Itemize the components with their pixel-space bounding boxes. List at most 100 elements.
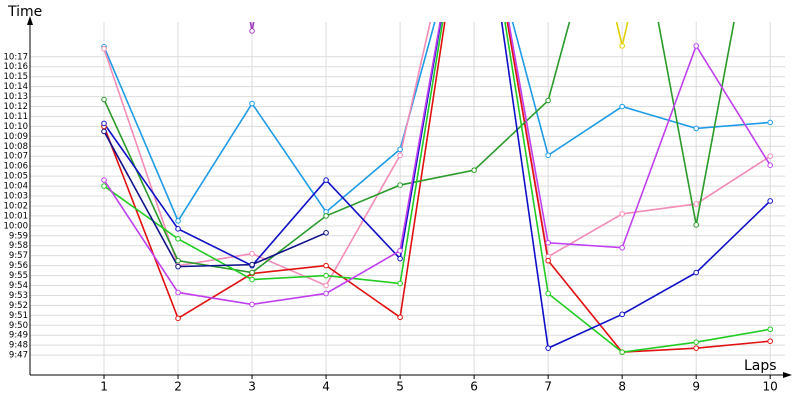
y-tick-label: 10:03 (4, 192, 29, 202)
y-tick-label: 9:58 (9, 241, 28, 251)
point (693, 269, 699, 276)
series-line (103, 130, 327, 268)
y-tick-label: 9:47 (9, 351, 28, 361)
point (767, 198, 773, 204)
y-tick-label: 9:59 (9, 231, 28, 241)
point (175, 257, 181, 264)
x-tick-label: 10 (763, 380, 778, 394)
point (693, 339, 699, 345)
x-tick-label: 3 (248, 380, 256, 394)
point (397, 182, 403, 188)
x-tick-label: 9 (692, 380, 700, 394)
point (175, 263, 181, 270)
point (619, 311, 625, 318)
y-tick-label: 9:48 (9, 341, 28, 351)
x-tick-label: 7 (544, 380, 552, 394)
point (323, 177, 329, 183)
point (693, 43, 699, 49)
series-line (103, 22, 771, 306)
point (101, 96, 107, 103)
y-tick-label: 10:12 (4, 102, 29, 112)
grid (30, 22, 785, 375)
point (767, 338, 773, 344)
point (323, 272, 329, 279)
y-tick-label: 9:51 (9, 311, 28, 321)
point (545, 345, 551, 351)
x-axis-title: Laps (744, 358, 777, 374)
point (767, 162, 773, 168)
point (101, 183, 107, 189)
y-tick-label: 10:07 (4, 152, 29, 162)
x-tick-label: 8 (618, 380, 626, 394)
point (397, 146, 403, 153)
y-tick-label: 9:53 (9, 291, 28, 301)
point (175, 226, 181, 232)
y-tick-label: 10:15 (4, 72, 29, 82)
point (175, 235, 181, 242)
y-tick-label: 10:17 (4, 52, 29, 62)
point (619, 103, 625, 110)
point (397, 314, 403, 321)
point (101, 128, 107, 135)
y-tick-label: 9:52 (9, 301, 28, 311)
y-tick-label: 10:04 (4, 182, 29, 192)
point (249, 28, 255, 34)
y-tick-label: 9:50 (9, 321, 28, 331)
y-tick-label: 10:14 (4, 82, 29, 92)
point (397, 280, 403, 287)
y-tick-label: 10:05 (4, 172, 29, 182)
point (397, 152, 403, 159)
point (323, 282, 329, 289)
point (619, 349, 625, 355)
point (101, 120, 107, 127)
series-line (103, 22, 771, 353)
point (619, 211, 625, 217)
x-tick-label: 1 (100, 380, 108, 394)
y-tick-label: 9:56 (9, 261, 28, 271)
point (323, 213, 329, 219)
point (545, 152, 551, 159)
point (249, 269, 255, 276)
point (767, 153, 773, 160)
point (249, 261, 255, 268)
x-tick-label: 6 (470, 380, 478, 394)
point (693, 345, 699, 351)
x-axis-arrow (783, 372, 792, 378)
y-tick-label: 10:00 (4, 221, 29, 231)
y-tick-label: 10:06 (4, 162, 29, 172)
y-tick-label: 10:10 (4, 122, 29, 132)
point (693, 201, 699, 207)
point (249, 276, 255, 283)
point (471, 167, 477, 173)
y-tick-label: 10:01 (4, 211, 29, 221)
y-tick-label: 10:11 (4, 112, 29, 122)
point (545, 290, 551, 297)
point (175, 218, 181, 224)
point (249, 250, 255, 257)
point (101, 46, 107, 52)
x-tick-label: 2 (174, 380, 182, 394)
point (101, 177, 107, 183)
point (545, 239, 551, 246)
point (397, 255, 403, 262)
y-tick-label: 10:09 (4, 132, 29, 142)
point (397, 247, 403, 254)
point (767, 119, 773, 126)
point (323, 230, 329, 236)
point (545, 97, 551, 104)
point (323, 262, 329, 269)
series-line (103, 22, 771, 223)
series-line (103, 22, 771, 353)
y-tick-label: 9:57 (9, 251, 28, 261)
y-tick-label: 9:55 (9, 271, 28, 281)
y-tick-label: 9:49 (9, 331, 28, 341)
point (249, 301, 255, 308)
point (249, 100, 255, 107)
y-axis-arrow (27, 16, 33, 25)
lines (101, 22, 773, 355)
point (619, 43, 625, 49)
y-tick-label: 10:02 (4, 201, 29, 211)
point (545, 257, 551, 264)
